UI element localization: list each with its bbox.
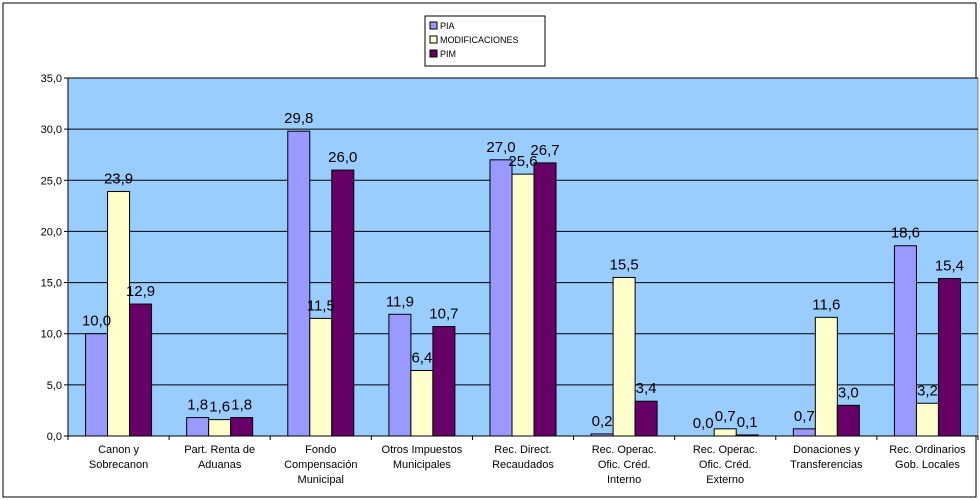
x-category-label: Otros Impuestos [382,444,463,456]
bar-modificaciones [612,276,636,437]
data-label: 23,9 [104,171,133,188]
bar-pim [836,404,860,437]
legend: PIA MODIFICACIONES PIM [424,15,546,67]
data-label: 1,8 [187,397,208,414]
data-label: 0,7 [715,408,736,425]
bars [85,130,961,437]
bar-pia [186,417,210,437]
x-category-label: Rec. Operac. [592,444,657,456]
data-labels: 10,0 23,9 12,9 1,8 1,6 1,8 29,8 11,5 26,0 11,9 6,4… [82,110,964,432]
data-label: 3,4 [636,380,657,397]
bar-pia [893,245,917,437]
x-category-label: Interno [607,474,641,486]
bar-modificaciones [511,173,535,437]
bar-pim [533,162,557,437]
legend-label: PIA [440,21,455,31]
bar-pim [634,400,658,437]
x-category-label: Ofic. Créd. [598,459,651,471]
y-tick-label: 10,0 [41,329,62,341]
x-category-label: Ofic. Créd. [699,459,752,471]
x-category-label: Rec. Operac. [693,444,758,456]
data-label: 0,7 [794,408,815,425]
data-label: 1,6 [209,399,230,416]
bar-pia [287,130,311,437]
x-category-label: Gob. Locales [895,459,960,471]
y-tick-label: 30,0 [41,124,62,136]
bar-pia [489,159,513,437]
bar-pia [792,428,816,437]
data-label: 27,0 [486,139,515,156]
x-category-label: Sobrecanon [89,459,148,471]
legend-box [424,15,546,67]
x-category-label: Fondo [305,444,336,456]
bar-pim [230,417,254,437]
data-label: 26,7 [530,142,559,159]
legend-swatch [429,49,438,58]
y-axis-ticks: 0,0 5,0 10,0 15,0 20,0 25,0 30,0 35,0 [41,73,68,443]
data-label: 0,0 [693,415,714,432]
data-label: 12,9 [126,283,155,300]
data-label: 11,5 [307,297,335,314]
y-tick-label: 5,0 [47,380,62,392]
data-label: 6,4 [411,350,432,367]
x-category-label: Part. Renta de [184,444,255,456]
x-category-label: Donaciones y [793,444,860,456]
data-label: 3,0 [838,384,859,401]
data-label: 0,1 [737,414,758,431]
data-label: 25,6 [508,153,537,170]
data-label: 15,4 [935,257,964,274]
data-label: 1,8 [231,397,252,414]
x-category-label: Rec. Ordinarios [889,444,966,456]
data-label: 11,6 [812,296,840,313]
bar-pim [331,169,355,437]
legend-label: MODIFICACIONES [440,35,519,45]
x-category-label: Recaudados [492,459,554,471]
data-label: 18,6 [891,225,920,242]
data-label: 10,7 [429,306,458,323]
x-axis-categories: Canon y Sobrecanon Part. Renta de Aduanas Fo… [67,436,979,486]
x-category-label: Aduanas [198,459,242,471]
bar-pim [432,326,456,437]
bar-pim [129,303,153,437]
data-label: 3,2 [917,382,938,399]
data-label: 26,0 [328,149,357,166]
x-category-label: Municipal [298,474,344,486]
legend-label: PIM [440,49,456,59]
y-tick-label: 15,0 [41,278,62,290]
x-category-label: Transferencias [790,459,863,471]
data-label: 15,5 [610,256,639,273]
bar-modificaciones [309,317,333,437]
y-tick-label: 35,0 [41,73,62,85]
x-category-label: Rec. Direct. [494,444,551,456]
bar-modificaciones [915,402,939,437]
bar-modificaciones [814,316,838,437]
data-label: 11,9 [386,293,414,310]
x-category-label: Compensación [284,459,357,471]
y-tick-label: 25,0 [41,175,62,187]
bar-pia [85,333,109,437]
x-category-label: Municipales [393,459,452,471]
y-tick-label: 0,0 [47,431,62,443]
bar-modificaciones [208,419,232,437]
bar-modificaciones [713,428,737,437]
data-label: 0,2 [592,413,613,430]
y-tick-label: 20,0 [41,226,62,238]
legend-swatch [429,21,438,30]
bar-modificaciones [410,370,434,437]
bar-pim [937,277,961,437]
x-category-label: Externo [706,474,744,486]
legend-swatch [429,35,438,44]
data-label: 10,0 [82,313,111,330]
data-label: 29,8 [284,110,313,127]
x-category-label: Canon y [98,444,139,456]
bar-pia [388,313,412,437]
